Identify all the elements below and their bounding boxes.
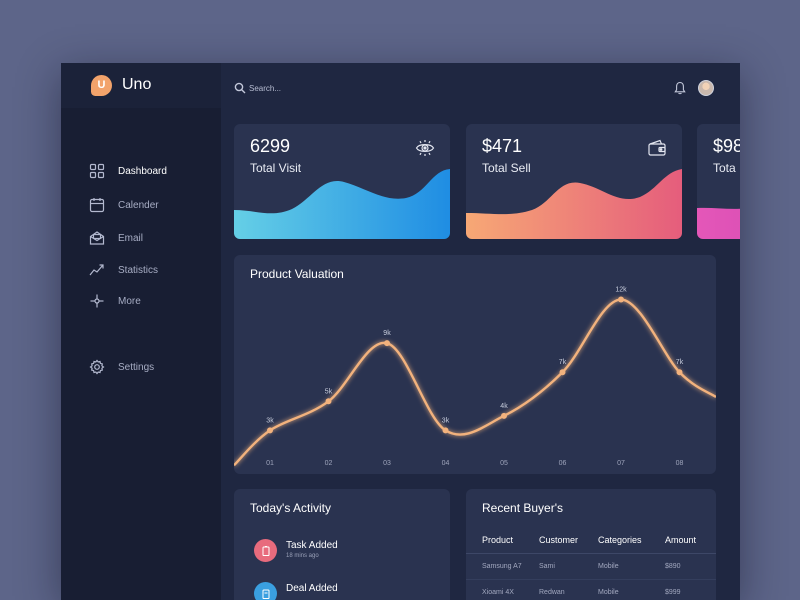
sidebar-item-label: Dashboard — [118, 165, 167, 177]
brand-header: U Uno — [61, 63, 221, 108]
avatar[interactable] — [698, 80, 714, 96]
x-tick-label: 07 — [617, 460, 625, 467]
table-cell: Mobile — [598, 579, 665, 600]
panel-title: Today's Activity — [250, 501, 331, 515]
statistics-icon — [89, 264, 104, 276]
todays-activity-panel: Today's Activity Task Added 18 mins ago … — [234, 489, 450, 600]
x-tick-label: 05 — [500, 460, 508, 467]
sidebar-item-label: Settings — [118, 361, 155, 373]
email-icon — [89, 231, 105, 245]
gear-icon — [89, 359, 105, 375]
stat-value: 6299 — [250, 136, 291, 156]
x-tick-label: 02 — [325, 460, 333, 467]
sidebar: U Uno Dashboard Calender Email — [61, 63, 221, 600]
buyers-table: Product Customer Categories Amount Samsu… — [466, 527, 716, 600]
data-point[interactable] — [676, 369, 683, 376]
stat-card-total-visit[interactable]: 6299 Total Visit — [234, 124, 450, 239]
column-header-product: Product — [466, 527, 539, 554]
table-cell: Redwan — [539, 579, 598, 600]
activity-time: 18 mins ago — [286, 553, 319, 559]
deal-icon — [254, 582, 277, 600]
stat-value: $98 — [713, 136, 740, 156]
product-valuation-panel: Product Valuation 3k 01 5k 02 9k 03 3k 04 4k 05 7k… — [234, 255, 716, 474]
activity-title: Task Added — [286, 540, 338, 551]
brand-name: Uno — [122, 76, 152, 93]
visit-wave — [234, 169, 450, 239]
bell-icon[interactable] — [674, 81, 686, 95]
sidebar-item-label: Email — [118, 232, 144, 244]
data-point[interactable] — [618, 296, 624, 303]
sidebar-item-label: More — [118, 295, 141, 307]
data-label: 9k — [383, 330, 391, 337]
stat-label: Tota — [713, 161, 736, 175]
column-header-customer: Customer — [539, 527, 598, 554]
grid-icon — [89, 163, 105, 179]
table-row[interactable]: Samsung A7 Sami Mobile $890 — [466, 553, 716, 580]
table-cell: Sami — [539, 553, 598, 580]
task-icon — [254, 539, 277, 562]
dashboard-window: U Uno Dashboard Calender Email — [61, 63, 740, 600]
table-cell: Xioami 4X — [466, 579, 539, 600]
data-label: 7k — [559, 359, 567, 366]
table-row[interactable]: Xioami 4X Redwan Mobile $999 — [466, 579, 716, 600]
panel-title: Recent Buyer's — [482, 501, 563, 515]
x-tick-label: 08 — [676, 460, 684, 467]
brand-logo: U — [91, 75, 112, 96]
x-tick-label: 03 — [383, 460, 391, 467]
search-input[interactable] — [249, 80, 449, 96]
table-cell: Samsung A7 — [466, 553, 539, 580]
x-tick-label: 04 — [442, 460, 450, 467]
more-icon — [90, 294, 104, 308]
data-point[interactable] — [501, 412, 507, 419]
sell-wave — [466, 169, 682, 239]
data-label: 3k — [442, 417, 450, 424]
eye-icon — [415, 140, 435, 156]
panel-title: Product Valuation — [250, 267, 344, 281]
series-line — [234, 298, 716, 467]
calendar-icon — [89, 198, 105, 213]
wallet-icon — [648, 139, 666, 156]
data-label: 12k — [615, 287, 627, 294]
table-cell: $890 — [665, 553, 716, 580]
table-header-row: Product Customer Categories Amount — [466, 527, 716, 554]
data-point[interactable] — [267, 427, 273, 434]
stat-label: Total Sell — [482, 161, 531, 175]
data-point[interactable] — [559, 369, 566, 376]
stat-card-total-sell[interactable]: $471 Total Sell — [466, 124, 682, 239]
sidebar-item-calender[interactable]: Calender — [89, 196, 159, 214]
data-label: 4k — [500, 403, 508, 410]
data-label: 5k — [325, 388, 333, 395]
sidebar-item-label: Statistics — [118, 264, 159, 276]
column-header-amount: Amount — [665, 527, 716, 554]
sidebar-item-dashboard[interactable]: Dashboard — [89, 162, 167, 180]
sidebar-item-statistics[interactable]: Statistics — [89, 261, 158, 279]
data-label: 3k — [266, 417, 274, 424]
stat-value: $471 — [482, 136, 523, 156]
stat-card-total-third[interactable]: $98 Tota — [697, 124, 740, 239]
data-label: 7k — [676, 359, 684, 366]
valuation-chart: 3k 01 5k 02 9k 03 3k 04 4k 05 7k 06 12k 07 7k 08 — [234, 287, 716, 467]
table-cell: Mobile — [598, 553, 665, 580]
data-point[interactable] — [384, 340, 390, 347]
sidebar-item-label: Calender — [118, 199, 159, 211]
table-cell: $999 — [665, 579, 716, 600]
sidebar-item-settings[interactable]: Settings — [89, 358, 154, 376]
x-tick-label: 06 — [559, 460, 567, 467]
sidebar-item-more[interactable]: More — [89, 292, 141, 310]
data-point[interactable] — [442, 427, 449, 434]
data-point[interactable] — [325, 398, 332, 405]
recent-buyers-panel: Recent Buyer's Product Customer Categori… — [466, 489, 716, 600]
activity-title: Deal Added — [286, 583, 338, 594]
x-tick-label: 01 — [266, 460, 274, 467]
column-header-categories: Categories — [598, 527, 665, 554]
stat-label: Total Visit — [250, 161, 302, 175]
search-icon[interactable] — [234, 82, 246, 94]
sidebar-item-email[interactable]: Email — [89, 229, 143, 247]
third-wave — [697, 207, 740, 239]
